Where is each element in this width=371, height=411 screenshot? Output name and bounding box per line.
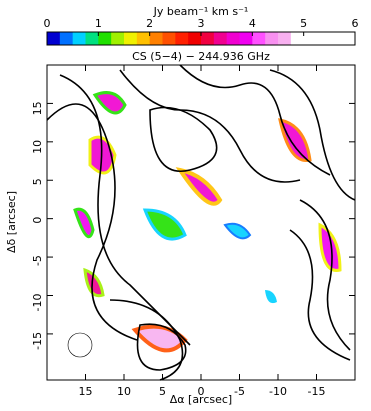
- colorbar-tick-label: 2: [146, 17, 153, 30]
- y-tick-label: 0: [31, 217, 44, 224]
- colorbar-swatch: [162, 32, 176, 45]
- x-tick-label: -15: [308, 385, 326, 398]
- x-tick-label: 0: [198, 385, 205, 398]
- colorbar-swatch: [316, 32, 330, 45]
- y-tick-label: 5: [31, 178, 44, 185]
- y-tick-label: -10: [31, 293, 44, 311]
- colorbar-tick-label: 1: [95, 17, 102, 30]
- colorbar-swatch: [265, 32, 279, 45]
- x-axis-label: Δα [arcsec]: [170, 393, 232, 406]
- colorbar-swatch: [47, 32, 61, 45]
- colorbar-tick-label: 6: [352, 17, 359, 30]
- colorbar-swatch: [239, 32, 253, 45]
- map: [46, 64, 356, 381]
- y-axis-label: Δδ [arcsec]: [5, 191, 18, 253]
- colorbar-swatch: [85, 32, 99, 45]
- y-tick-label: 15: [31, 101, 44, 115]
- y-tick-label: -15: [31, 332, 44, 350]
- colorbar-swatch: [136, 32, 151, 45]
- colorbar-swatch: [98, 32, 112, 45]
- x-tick-label: -10: [269, 385, 287, 398]
- emission: [73, 91, 342, 353]
- colorbar-swatch: [213, 32, 228, 45]
- colorbar-label: Jy beam⁻¹ km s⁻¹: [153, 5, 249, 18]
- colorbar-swatch: [290, 32, 305, 45]
- x-tick-label: 15: [79, 385, 93, 398]
- x-tick-label: 10: [117, 385, 131, 398]
- y-tick-label: 10: [31, 140, 44, 154]
- colorbar-swatch: [226, 32, 240, 45]
- y-tick-label: -5: [31, 255, 44, 266]
- colorbar-tick-label: 4: [249, 17, 256, 30]
- colorbar-tick-label: 5: [300, 17, 307, 30]
- colorbar-swatch: [72, 32, 86, 45]
- contours: [46, 64, 356, 381]
- colorbar-swatch: [124, 32, 138, 45]
- colorbar-swatch: [175, 32, 189, 45]
- x-tick-label: -5: [234, 385, 245, 398]
- colorbar-tick-label: 3: [198, 17, 205, 30]
- colorbar-swatch: [342, 32, 356, 45]
- colorbar-swatch: [188, 32, 202, 45]
- x-tick-label: 5: [159, 385, 166, 398]
- chart-title: CS (5−4) − 244.936 GHz: [132, 50, 270, 63]
- colorbar-tick-label: 0: [44, 17, 51, 30]
- colorbar-swatch: [59, 32, 74, 45]
- colorbar-swatch: [303, 32, 317, 45]
- colorbar-swatch: [111, 32, 125, 45]
- colorbar-swatch: [329, 32, 343, 45]
- colorbar-swatch: [278, 32, 292, 45]
- colorbar-swatch: [201, 32, 215, 45]
- colorbar-swatch: [149, 32, 163, 45]
- colorbar-swatch: [252, 32, 266, 45]
